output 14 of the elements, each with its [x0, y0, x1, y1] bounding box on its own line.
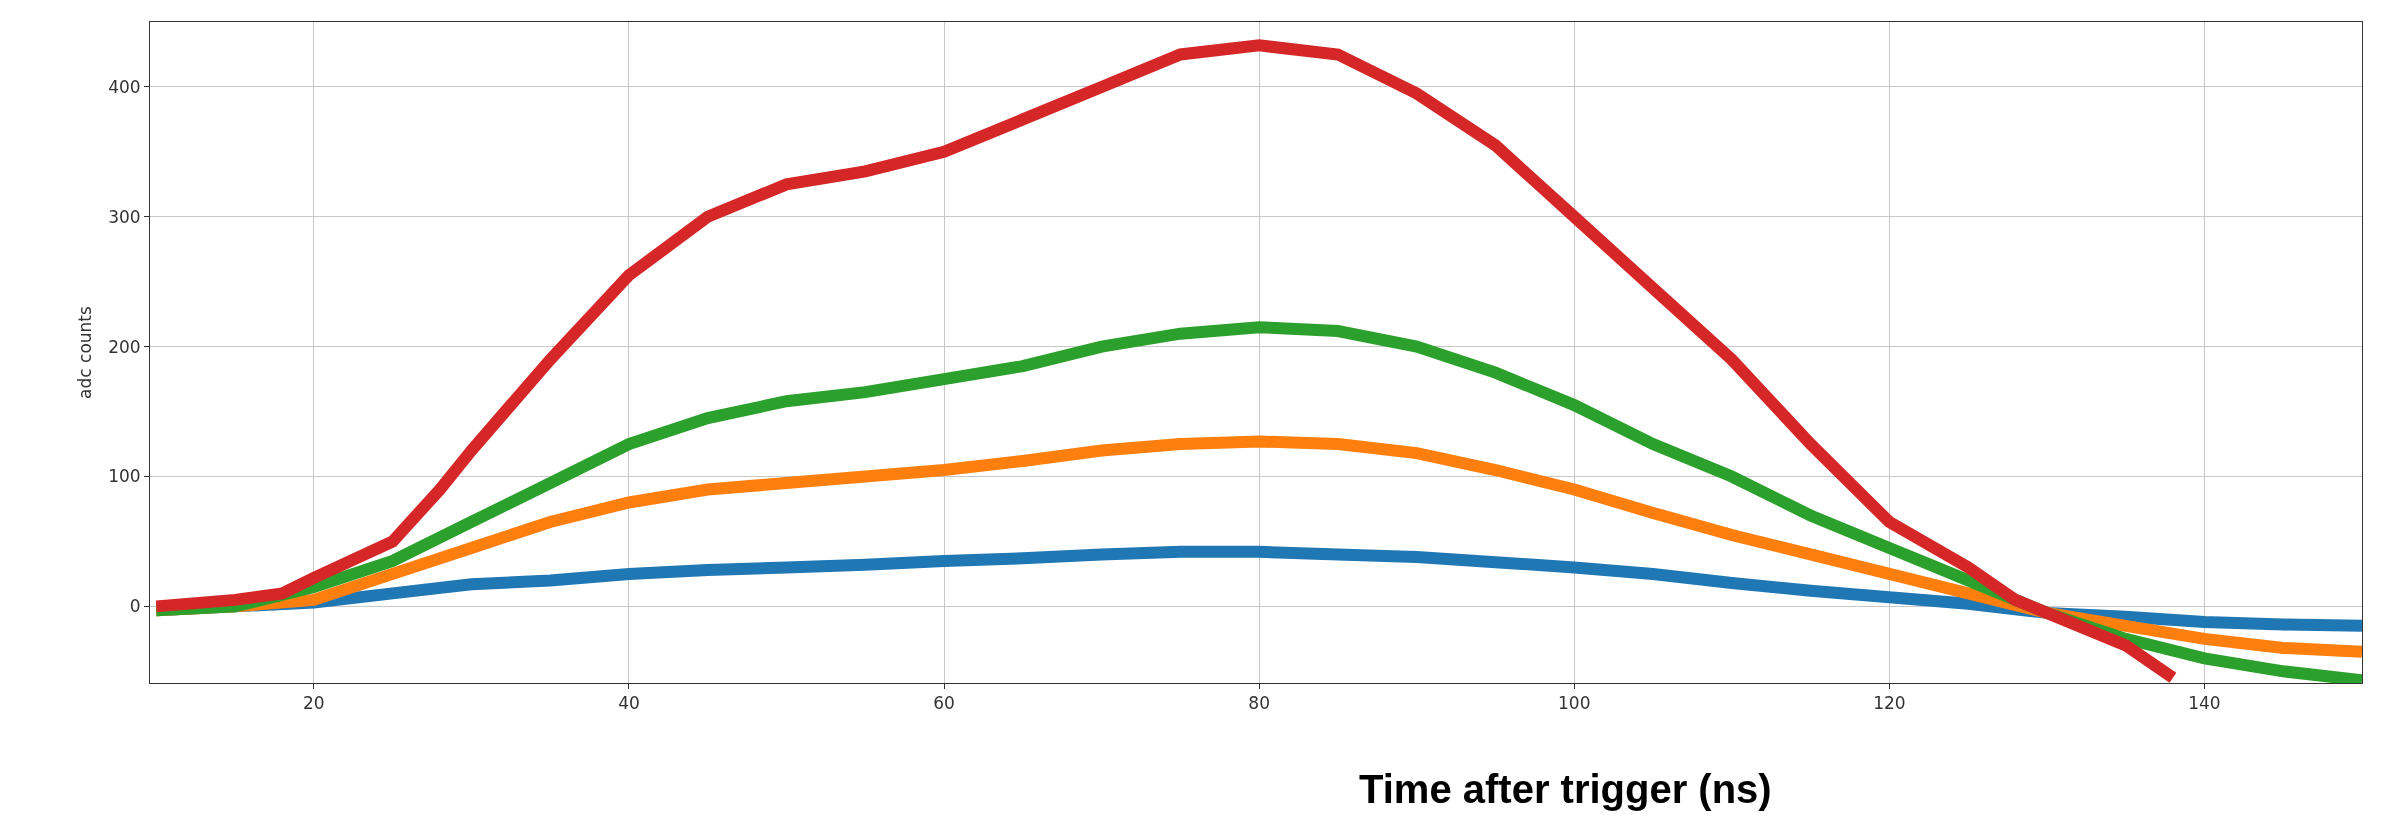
x-tick-label: 60: [933, 693, 955, 714]
y-tick-label: 300: [108, 206, 141, 227]
x-tick-label: 140: [2188, 693, 2221, 714]
x-tick-label: 80: [1248, 693, 1270, 714]
x-tick-label: 120: [1873, 693, 1906, 714]
y-tick-label: 0: [129, 596, 141, 617]
x-tick-label: 100: [1558, 693, 1591, 714]
x-tick-label: 20: [303, 693, 325, 714]
y-tick-label: 400: [108, 76, 141, 97]
y-tick-label: 200: [108, 336, 141, 357]
x-tick-label: 40: [618, 693, 640, 714]
x-axis-title: Time after trigger (ns): [1359, 767, 1772, 811]
y-axis-title: adc counts: [74, 305, 95, 399]
y-tick-label: 100: [108, 466, 141, 487]
